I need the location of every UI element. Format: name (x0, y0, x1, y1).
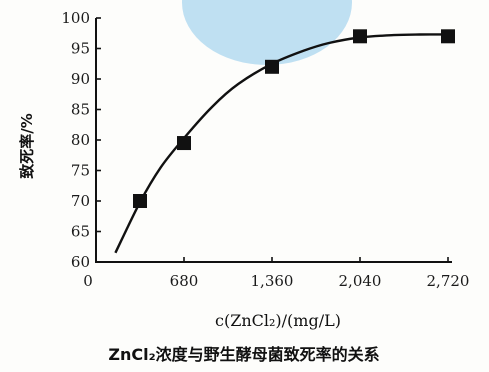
figure-caption: ZnCl₂浓度与野生酵母菌致死率的关系 (108, 345, 379, 364)
x-tick-label: 2,720 (427, 272, 470, 290)
data-point-marker (353, 29, 367, 44)
y-tick-label: 100 (61, 9, 90, 27)
x-tick-label: 1,360 (251, 272, 294, 290)
data-point-marker (441, 29, 455, 44)
y-tick-label: 95 (71, 40, 90, 58)
data-point-marker (265, 59, 279, 74)
axes (95, 18, 452, 263)
x-tick-label: 0 (83, 272, 93, 290)
x-tick-label: 2,040 (339, 272, 382, 290)
fitted-curve (114, 33, 449, 254)
y-tick-label: 90 (71, 70, 90, 88)
y-tick-label: 75 (71, 162, 90, 180)
data-markers (133, 29, 455, 208)
y-tick-label: 80 (71, 131, 90, 149)
ticks: 60 65 70 75 80 85 90 95 100 0 680 1,360 2,040 2,720 (61, 9, 469, 290)
y-axis-title: 致死率/% (18, 113, 36, 179)
y-tick-label: 65 (71, 223, 90, 241)
y-tick-label: 60 (71, 253, 90, 271)
data-point-marker (133, 194, 147, 208)
x-axis-title: c(ZnCl₂)/(mg/L) (215, 311, 341, 330)
x-tick-label: 680 (170, 272, 199, 290)
y-tick-label: 70 (71, 192, 90, 210)
data-point-marker (177, 136, 191, 151)
y-tick-label: 85 (71, 101, 90, 119)
